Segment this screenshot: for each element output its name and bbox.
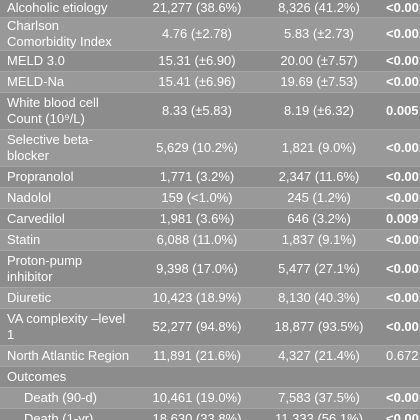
group1-value: 1,981 (3.6%) bbox=[159, 211, 235, 226]
group1-value: 10,423 (18.9%) bbox=[152, 290, 242, 305]
row-label: Selective beta-blocker bbox=[7, 132, 93, 163]
group1-value: 1,771 (3.2%) bbox=[159, 169, 235, 184]
group1-value: 15.41 (±6.96) bbox=[158, 74, 236, 89]
group2-value: 646 (3.2%) bbox=[287, 211, 351, 226]
p-value: <0.001 bbox=[386, 140, 420, 155]
group2-value: 5,477 (27.1%) bbox=[278, 261, 360, 276]
group2-value: 7,583 (37.5%) bbox=[278, 390, 360, 405]
table-row: Selective beta-blocker 5,629 (10.2%) 1,8… bbox=[0, 130, 420, 167]
row-label: Diuretic bbox=[7, 290, 52, 305]
group1-value: 5,629 (10.2%) bbox=[156, 140, 238, 155]
group2-value: 8,130 (40.3%) bbox=[278, 290, 360, 305]
row-label: Statin bbox=[7, 232, 41, 247]
p-value: <0.001 bbox=[386, 411, 420, 420]
table-row: VA complexity –level 1 52,277 (94.8%) 18… bbox=[0, 309, 420, 346]
p-value: <0.001 bbox=[386, 169, 420, 184]
group2-value: 19.69 (±7.53) bbox=[280, 74, 358, 89]
p-value: <0.001 bbox=[386, 232, 420, 247]
group1-value: 9,398 (17.0%) bbox=[156, 261, 238, 276]
p-value: 0.672 bbox=[386, 348, 419, 363]
table-row: Nadolol 159 (<1.0%) 245 (1.2%) <0.001 bbox=[0, 188, 420, 209]
group2-value: 2,347 (11.6%) bbox=[278, 169, 360, 184]
table-row: Diuretic 10,423 (18.9%) 8,130 (40.3%) <0… bbox=[0, 288, 420, 309]
row-label: MELD 3.0 bbox=[7, 53, 65, 68]
p-value: <0.001 bbox=[386, 261, 420, 276]
table-row: White blood cell Count (10⁹/L) 8.33 (±5.… bbox=[0, 93, 420, 130]
table-row: Death (1-yr) 18,630 (33.8%) 11,333 (56.1… bbox=[0, 409, 420, 420]
row-label: Carvedilol bbox=[7, 211, 65, 226]
table-row: Proton-pump inhibitor 9,398 (17.0%) 5,47… bbox=[0, 251, 420, 288]
row-label: White blood cell Count (10⁹/L) bbox=[7, 95, 99, 126]
group2-value: 245 (1.2%) bbox=[287, 190, 351, 205]
group2-value: 18,877 (93.5%) bbox=[274, 319, 364, 334]
group2-value: 8,326 (41.2%) bbox=[278, 0, 360, 15]
row-label: Outcomes bbox=[7, 369, 67, 384]
table-row: MELD-Na 15.41 (±6.96) 19.69 (±7.53) <0.0… bbox=[0, 72, 420, 93]
group1-value: 15.31 (±6.90) bbox=[158, 53, 236, 68]
group1-value: 6,088 (11.0%) bbox=[156, 232, 238, 247]
row-label: Propranolol bbox=[7, 169, 74, 184]
group2-value: 20.00 (±7.57) bbox=[280, 53, 358, 68]
p-value: <0.001 bbox=[386, 319, 420, 334]
table-row: Alcoholic etiology 21,277 (38.6%) 8,326 … bbox=[0, 0, 420, 18]
table-row: MELD 3.0 15.31 (±6.90) 20.00 (±7.57) <0.… bbox=[0, 51, 420, 72]
group1-value: 18,630 (33.8%) bbox=[152, 411, 242, 420]
row-label: Proton-pump inhibitor bbox=[7, 253, 83, 284]
group1-value: 11,891 (21.6%) bbox=[153, 348, 241, 363]
table-row: Death (90-d) 10,461 (19.0%) 7,583 (37.5%… bbox=[0, 388, 420, 409]
group2-value: 11,333 (56.1%) bbox=[275, 411, 363, 420]
table-row: Carvedilol 1,981 (3.6%) 646 (3.2%) 0.009 bbox=[0, 209, 420, 230]
row-label: North Atlantic Region bbox=[7, 348, 130, 363]
p-value: <0.001 bbox=[386, 290, 420, 305]
table-row: Propranolol 1,771 (3.2%) 2,347 (11.6%) <… bbox=[0, 167, 420, 188]
table-row: North Atlantic Region 11,891 (21.6%) 4,3… bbox=[0, 346, 420, 367]
group1-value: 21,277 (38.6%) bbox=[152, 0, 242, 15]
group2-value: 4,327 (21.4%) bbox=[278, 348, 360, 363]
p-value: 0.005 bbox=[386, 103, 419, 118]
p-value: <0.001 bbox=[386, 53, 420, 68]
p-value: <0.001 bbox=[386, 0, 420, 15]
group1-value: 10,461 (19.0%) bbox=[152, 390, 242, 405]
group2-value: 5.83 (±2.73) bbox=[283, 26, 354, 41]
section-header-row: Outcomes bbox=[0, 367, 420, 388]
group1-value: 4.76 (±2.78) bbox=[161, 26, 232, 41]
row-label: Nadolol bbox=[7, 190, 52, 205]
p-value: <0.001 bbox=[386, 190, 420, 205]
row-label: Alcoholic etiology bbox=[7, 0, 108, 15]
group1-value: 8.33 (±5.83) bbox=[161, 103, 232, 118]
row-label: Death (90-d) bbox=[24, 390, 97, 405]
p-value: <0.001 bbox=[386, 74, 420, 89]
group2-value: 1,837 (9.1%) bbox=[281, 232, 357, 247]
row-label: VA complexity –level 1 bbox=[7, 311, 126, 342]
group2-value: 1,821 (9.0%) bbox=[281, 140, 357, 155]
table-row: Statin 6,088 (11.0%) 1,837 (9.1%) <0.001 bbox=[0, 230, 420, 251]
p-value: <0.001 bbox=[386, 390, 420, 405]
group1-value: 159 (<1.0%) bbox=[161, 190, 233, 205]
table-row: Charlson Comorbidity Index 4.76 (±2.78) … bbox=[0, 18, 420, 51]
row-label: Death (1-yr) bbox=[24, 411, 94, 420]
p-value: <0.001 bbox=[386, 26, 420, 41]
group1-value: 52,277 (94.8%) bbox=[152, 319, 242, 334]
p-value: 0.009 bbox=[386, 211, 419, 226]
row-label: MELD-Na bbox=[7, 74, 65, 89]
group2-value: 8.19 (±6.32) bbox=[283, 103, 354, 118]
row-label: Charlson Comorbidity Index bbox=[7, 18, 112, 49]
